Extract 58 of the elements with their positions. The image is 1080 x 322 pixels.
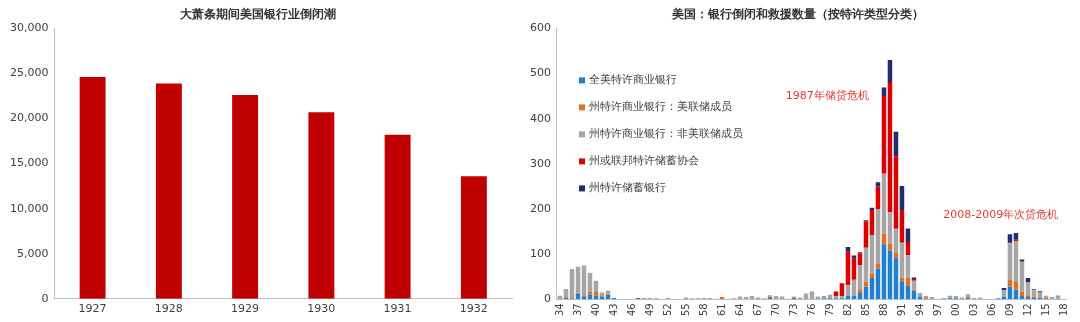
x-tick-label: 1931 <box>383 302 412 316</box>
x-tick-label: 55 <box>679 303 691 317</box>
x-tick-label: 70 <box>769 303 781 317</box>
x-tick-label: 97 <box>931 303 943 317</box>
y-tick-label: 0 <box>544 292 551 306</box>
y-tick-label: 600 <box>530 21 551 35</box>
x-tick-label: 67 <box>751 303 763 317</box>
x-tick-label: 91 <box>895 303 907 317</box>
x-tick-label: 34 <box>553 303 565 317</box>
annotation: 2008-2009年次贷危机 <box>943 208 1059 222</box>
chart-title: 美国：银行倒闭和救援数量（按特许类型分类） <box>671 7 924 22</box>
y-tick-label: 30,000 <box>9 21 49 35</box>
x-tick-label: 58 <box>697 303 709 317</box>
x-tick-label: 52 <box>661 303 673 317</box>
x-tick-label: 18 <box>1057 303 1069 317</box>
x-tick-label: 79 <box>823 303 835 317</box>
x-tick-label: 73 <box>787 303 799 317</box>
x-tick-label: 1927 <box>78 302 107 316</box>
legend-label: 州特许储蓄银行 <box>589 181 666 195</box>
x-tick-label: 49 <box>643 303 655 317</box>
x-tick-label: 1930 <box>307 302 336 316</box>
y-tick-label: 400 <box>530 111 551 125</box>
x-tick-label: 06 <box>985 303 997 317</box>
x-tick-label: 12 <box>1021 303 1033 317</box>
x-tick-label: 1932 <box>459 302 488 316</box>
chart-title: 大萧条期间美国银行业倒闭潮 <box>180 7 336 22</box>
x-tick-label: 37 <box>571 303 583 317</box>
y-tick-label: 25,000 <box>9 66 49 80</box>
x-tick-label: 1929 <box>231 302 260 316</box>
x-tick-label: 00 <box>949 303 961 317</box>
x-tick-label: 88 <box>877 303 889 317</box>
legend-label: 全美特许商业银行 <box>589 73 677 87</box>
y-tick-label: 10,000 <box>9 201 49 215</box>
y-tick-label: 0 <box>41 291 49 305</box>
x-tick-label: 15 <box>1039 303 1051 317</box>
y-tick-label: 500 <box>530 66 551 80</box>
x-tick-label: 1928 <box>154 302 183 316</box>
legend-label: 州特许商业银行：非美联储成员 <box>589 127 743 141</box>
x-tick-label: 09 <box>1003 303 1015 317</box>
y-tick-label: 100 <box>530 246 551 260</box>
y-tick-label: 20,000 <box>9 111 49 125</box>
x-tick-label: 85 <box>859 303 871 317</box>
x-tick-label: 82 <box>841 303 853 317</box>
x-tick-label: 43 <box>607 303 619 317</box>
x-tick-label: 76 <box>805 303 817 317</box>
annotation: 1987年储贷危机 <box>785 88 869 102</box>
y-tick-label: 200 <box>530 201 551 215</box>
legend-label: 州特许商业银行：美联储成员 <box>589 100 732 114</box>
x-tick-label: 03 <box>967 303 979 317</box>
y-tick-label: 5,000 <box>16 246 49 260</box>
legend-label: 州或联邦特许储蓄协会 <box>589 154 699 168</box>
x-tick-label: 40 <box>589 303 601 317</box>
x-tick-label: 61 <box>715 303 727 317</box>
y-tick-label: 15,000 <box>9 156 49 170</box>
x-tick-label: 46 <box>625 303 637 317</box>
x-tick-label: 94 <box>913 303 925 317</box>
x-tick-label: 64 <box>733 303 745 317</box>
y-tick-label: 300 <box>530 156 551 170</box>
